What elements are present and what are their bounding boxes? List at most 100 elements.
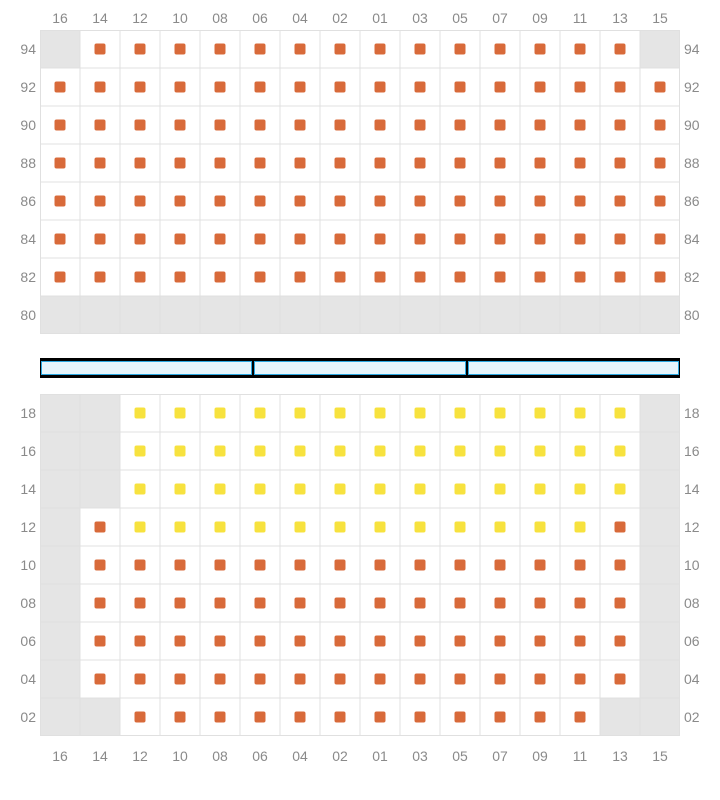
seat-available[interactable] [415,120,426,131]
seat-available[interactable] [455,712,466,723]
seat-available[interactable] [295,560,306,571]
seat-available[interactable] [575,560,586,571]
seat-available[interactable] [495,158,506,169]
seat-premium[interactable] [295,522,306,533]
seat-available[interactable] [95,560,106,571]
seat-available[interactable] [215,44,226,55]
seat-available[interactable] [335,712,346,723]
seat-available[interactable] [655,82,666,93]
seat-available[interactable] [335,82,346,93]
seat-premium[interactable] [375,446,386,457]
seat-available[interactable] [495,44,506,55]
seat-premium[interactable] [575,484,586,495]
seat-available[interactable] [455,196,466,207]
seat-premium[interactable] [535,446,546,457]
seat-available[interactable] [495,674,506,685]
seat-available[interactable] [215,120,226,131]
seat-available[interactable] [455,272,466,283]
seat-premium[interactable] [375,484,386,495]
seat-premium[interactable] [575,522,586,533]
seat-available[interactable] [575,272,586,283]
seat-available[interactable] [55,234,66,245]
seat-available[interactable] [655,272,666,283]
seat-available[interactable] [455,44,466,55]
seat-available[interactable] [55,82,66,93]
seat-available[interactable] [535,560,546,571]
seat-premium[interactable] [335,446,346,457]
seat-available[interactable] [175,44,186,55]
seat-available[interactable] [615,272,626,283]
seat-premium[interactable] [335,484,346,495]
seat-available[interactable] [375,158,386,169]
seat-available[interactable] [175,674,186,685]
seat-premium[interactable] [415,446,426,457]
seat-available[interactable] [175,158,186,169]
seat-available[interactable] [215,674,226,685]
seat-premium[interactable] [215,408,226,419]
seat-available[interactable] [255,120,266,131]
seat-premium[interactable] [455,446,466,457]
seat-available[interactable] [615,522,626,533]
seat-available[interactable] [415,636,426,647]
seat-premium[interactable] [175,408,186,419]
seat-available[interactable] [535,158,546,169]
seat-available[interactable] [375,560,386,571]
seat-available[interactable] [95,82,106,93]
seat-available[interactable] [255,234,266,245]
seat-available[interactable] [615,196,626,207]
seat-premium[interactable] [135,522,146,533]
seat-available[interactable] [495,234,506,245]
seat-available[interactable] [95,196,106,207]
seat-available[interactable] [375,234,386,245]
seat-available[interactable] [335,158,346,169]
seat-available[interactable] [455,636,466,647]
seat-available[interactable] [495,120,506,131]
seat-premium[interactable] [415,522,426,533]
seat-available[interactable] [655,158,666,169]
seat-available[interactable] [295,234,306,245]
seat-available[interactable] [415,158,426,169]
seat-available[interactable] [615,234,626,245]
seat-available[interactable] [55,120,66,131]
seat-premium[interactable] [255,446,266,457]
seat-available[interactable] [175,598,186,609]
seat-available[interactable] [135,636,146,647]
seat-available[interactable] [575,120,586,131]
seat-available[interactable] [335,560,346,571]
seat-available[interactable] [215,234,226,245]
seat-available[interactable] [575,636,586,647]
seat-available[interactable] [375,44,386,55]
seat-available[interactable] [95,598,106,609]
seat-available[interactable] [535,44,546,55]
seat-premium[interactable] [295,446,306,457]
seat-available[interactable] [655,234,666,245]
seat-available[interactable] [95,522,106,533]
seat-available[interactable] [135,82,146,93]
seat-available[interactable] [295,598,306,609]
seat-available[interactable] [415,598,426,609]
seat-available[interactable] [95,158,106,169]
seat-available[interactable] [535,82,546,93]
seat-available[interactable] [55,158,66,169]
seat-available[interactable] [535,234,546,245]
seat-available[interactable] [495,636,506,647]
seat-available[interactable] [215,636,226,647]
seat-premium[interactable] [615,446,626,457]
seat-available[interactable] [375,196,386,207]
seat-premium[interactable] [615,408,626,419]
seat-available[interactable] [135,598,146,609]
seat-available[interactable] [415,674,426,685]
seat-premium[interactable] [615,484,626,495]
seat-available[interactable] [175,82,186,93]
seat-available[interactable] [375,598,386,609]
seat-available[interactable] [535,712,546,723]
seat-available[interactable] [255,598,266,609]
seat-available[interactable] [375,82,386,93]
seat-premium[interactable] [215,446,226,457]
seat-available[interactable] [495,598,506,609]
seat-available[interactable] [335,44,346,55]
seat-available[interactable] [535,120,546,131]
seat-available[interactable] [535,272,546,283]
seat-premium[interactable] [135,484,146,495]
seat-available[interactable] [495,82,506,93]
